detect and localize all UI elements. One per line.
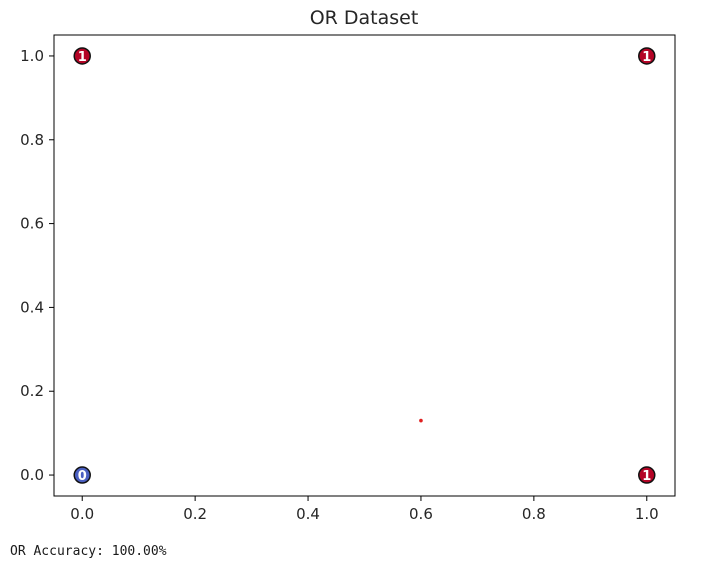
x-tick-label: 0.8 <box>522 505 546 523</box>
chart-title: OR Dataset <box>310 7 419 29</box>
data-point <box>638 47 656 65</box>
y-tick-label: 0.6 <box>20 215 44 233</box>
data-points: 0 1 1 1 <box>73 47 656 484</box>
y-tick-label: 0.4 <box>20 298 44 316</box>
x-tick-label: 0.4 <box>296 505 320 523</box>
data-point-label: 1 <box>642 50 651 65</box>
data-point <box>73 466 91 484</box>
y-tick-label: 0.0 <box>20 466 44 484</box>
data-point-label: 1 <box>642 469 651 484</box>
y-tick-label: 1.0 <box>20 47 44 65</box>
x-axis: 0.0 0.2 0.4 0.6 0.8 1.0 <box>70 496 659 523</box>
or-dataset-chart: OR Dataset 0.0 0.2 0.4 0.6 0.8 1.0 0.00.20.40… <box>20 7 676 523</box>
data-point-label: 0 <box>78 469 87 484</box>
x-tick-label: 1.0 <box>635 505 659 523</box>
y-tick-label: 0.2 <box>20 382 44 400</box>
x-tick-label: 0.0 <box>70 505 94 523</box>
x-tick-label: 0.2 <box>183 505 207 523</box>
plot-frame <box>53 34 676 497</box>
x-tick-label: 0.6 <box>409 505 433 523</box>
accuracy-output: OR Accuracy: 100.00% <box>10 544 167 559</box>
data-point-label: 1 <box>78 50 87 65</box>
y-tick-label: 0.8 <box>20 131 44 149</box>
data-point <box>73 47 91 65</box>
marker-point <box>419 418 423 423</box>
y-axis: 0.0 0.2 0.4 0.6 0.8 1.0 <box>20 47 54 484</box>
data-point <box>638 466 656 484</box>
